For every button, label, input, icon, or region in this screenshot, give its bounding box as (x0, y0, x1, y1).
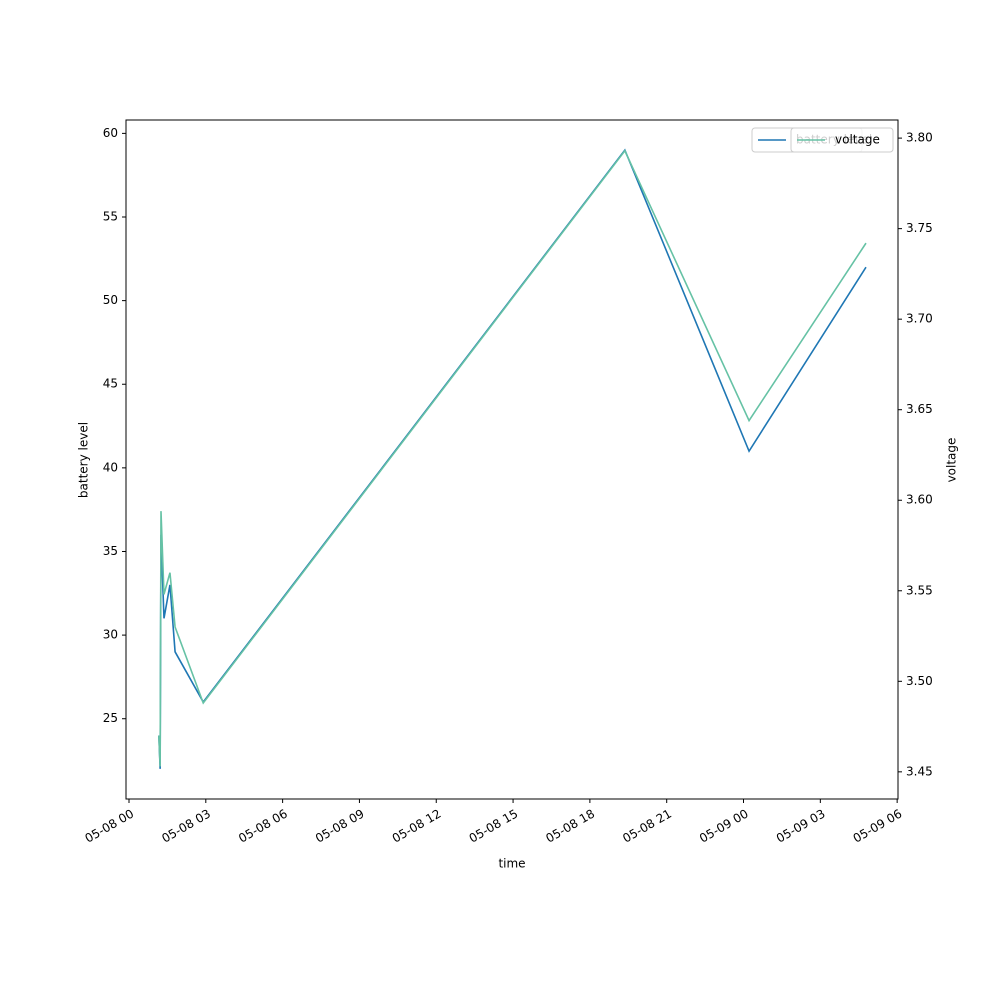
line (158, 148, 867, 769)
y2-tick-label: 3.60 (906, 493, 933, 507)
legend-label: voltage (835, 133, 880, 147)
y-tick-label: 45 (103, 377, 118, 391)
x-tick-label: 05-08 00 (83, 807, 137, 846)
x-tick-label: 05-08 15 (467, 807, 521, 846)
legend-box (790, 127, 894, 153)
x-tick-label: 05-09 06 (851, 807, 905, 846)
x-tick-label: 05-08 12 (390, 807, 444, 846)
y2-tick-label: 3.50 (906, 674, 933, 688)
y-tick-label: 60 (103, 126, 118, 140)
y-tick-label: 40 (103, 460, 118, 474)
y-tick-label: 35 (103, 544, 118, 558)
y-tick-label: 50 (103, 293, 118, 307)
plot-frame (125, 119, 899, 800)
y2-tick-label: 3.65 (906, 402, 933, 416)
y2-tick-label: 3.75 (906, 221, 933, 235)
x-tick-label: 05-08 03 (159, 807, 213, 846)
y2-tick-label: 3.45 (906, 764, 933, 778)
x-axis-label: time (498, 857, 525, 871)
y2-tick-label: 3.70 (906, 312, 933, 326)
x-tick-label: 05-08 09 (313, 807, 367, 846)
y-axis-label: battery level (77, 422, 91, 498)
x-tick-label: 05-09 00 (697, 807, 751, 846)
y2-axis-label: voltage (945, 438, 959, 483)
x-tick-label: 05-08 06 (236, 807, 290, 846)
y-tick-label: 55 (103, 210, 118, 224)
y2-tick-label: 3.55 (906, 583, 933, 597)
y2-tick-label: 3.80 (906, 131, 933, 145)
y-tick-label: 25 (103, 711, 118, 725)
y-tick-label: 30 (103, 628, 118, 642)
line (158, 149, 867, 767)
x-tick-label: 05-08 18 (543, 807, 597, 846)
x-tick-label: 05-08 21 (620, 807, 674, 846)
x-tick-label: 05-09 03 (774, 807, 828, 846)
